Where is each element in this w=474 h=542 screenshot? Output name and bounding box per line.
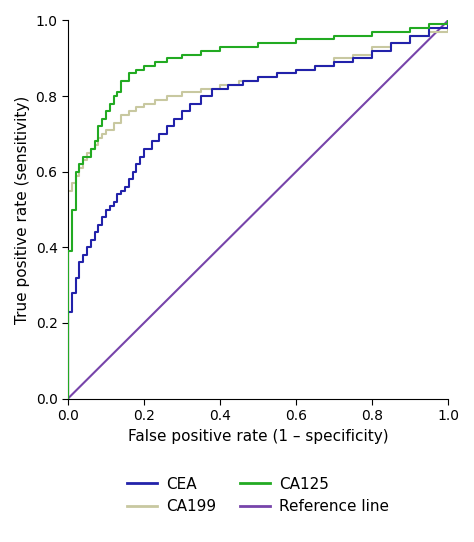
Legend: CEA, CA199, CA125, Reference line: CEA, CA199, CA125, Reference line bbox=[120, 470, 395, 520]
Y-axis label: True positive rate (sensitivity): True positive rate (sensitivity) bbox=[15, 95, 30, 324]
X-axis label: False positive rate (1 – specificity): False positive rate (1 – specificity) bbox=[128, 429, 388, 443]
